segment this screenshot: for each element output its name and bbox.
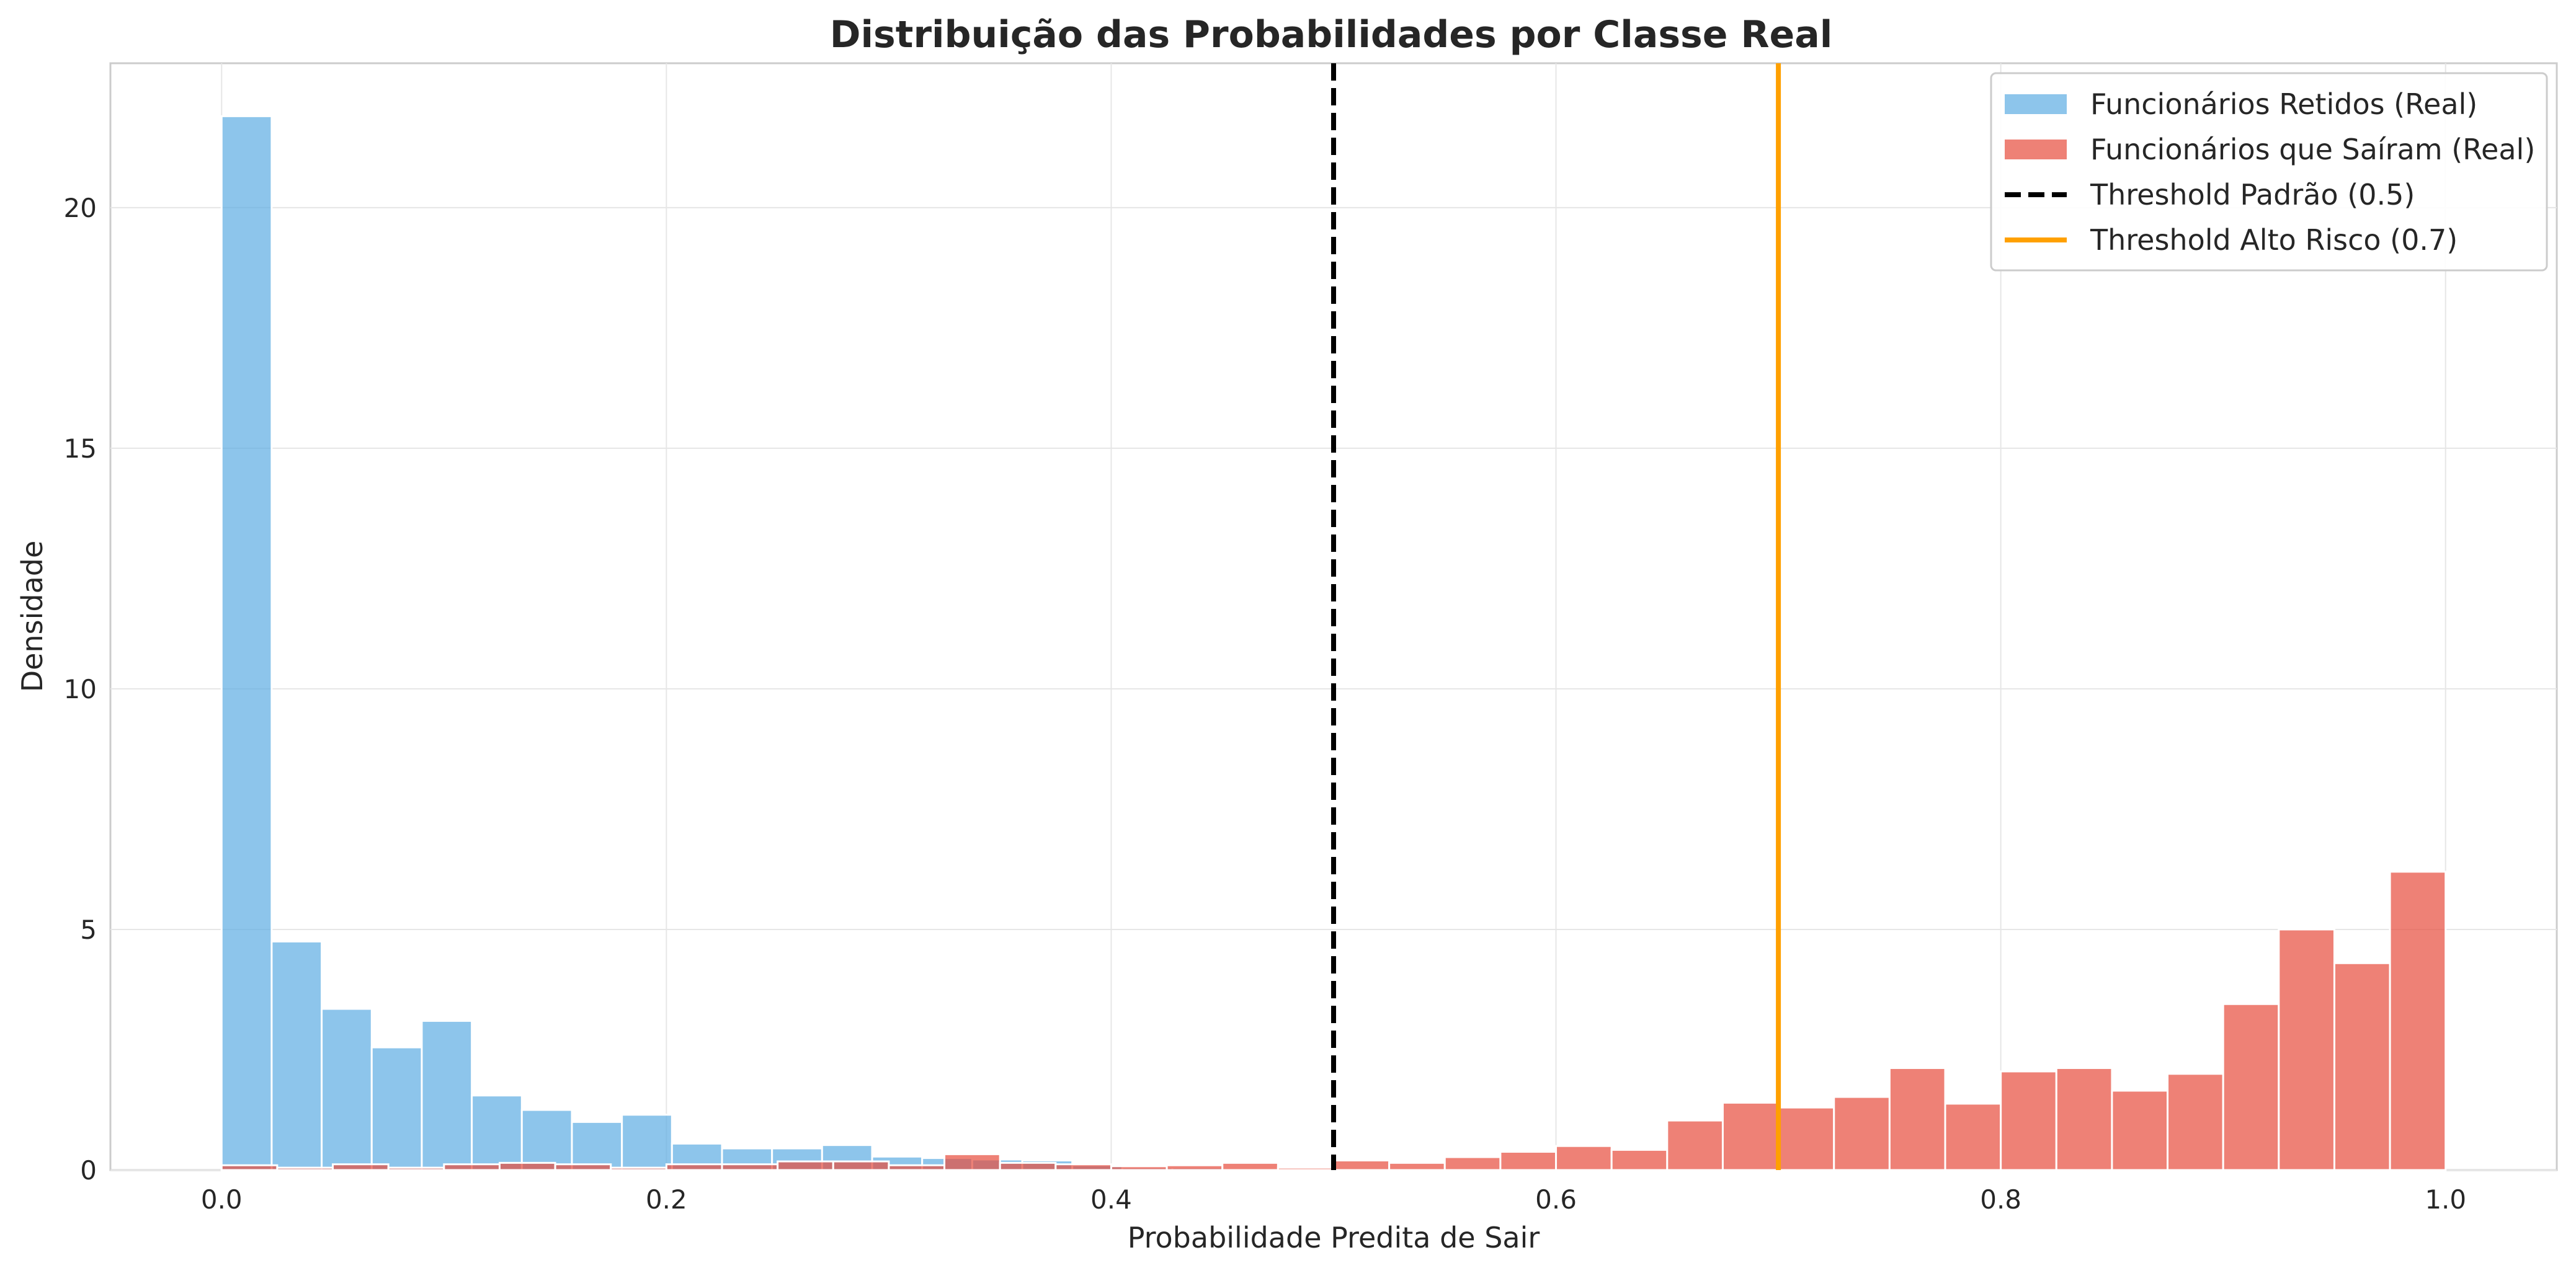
- histogram-bar: [621, 1114, 673, 1171]
- series-2-bars: [220, 871, 2447, 1171]
- legend-box: [1990, 72, 2548, 272]
- x-tick-label: 0.0: [201, 1184, 243, 1215]
- threshold-lines: [1331, 63, 1781, 1170]
- histogram-bar: [498, 1161, 556, 1171]
- histogram-bar: [1443, 1156, 1502, 1171]
- histogram-bar: [387, 1166, 445, 1171]
- histogram-bar: [1555, 1145, 1613, 1171]
- histogram-bar: [1388, 1161, 1446, 1171]
- histogram-bar: [2222, 1003, 2280, 1171]
- y-tick-label: 0: [80, 1155, 97, 1186]
- y-tick-label: 5: [80, 915, 97, 945]
- histogram-bar: [1721, 1101, 1780, 1171]
- histogram-bar: [1332, 1159, 1391, 1171]
- y-tick-label: 20: [64, 193, 97, 223]
- histogram-bar: [370, 1046, 423, 1171]
- histogram-bar: [421, 1019, 473, 1171]
- histogram-bar: [777, 1160, 834, 1171]
- histogram-bar: [2111, 1089, 2169, 1171]
- histogram-bar: [1777, 1106, 1835, 1171]
- histogram-bar: [1499, 1151, 1558, 1171]
- legend-label: Threshold Alto Risco (0.7): [2090, 223, 2458, 257]
- histogram-bar: [520, 1109, 573, 1171]
- histogram-bar: [1054, 1163, 1112, 1171]
- histogram-bar: [443, 1163, 501, 1171]
- legend-swatch: [2005, 94, 2067, 114]
- x-tick-label: 0.6: [1535, 1184, 1577, 1215]
- histogram-bar: [2389, 871, 2447, 1171]
- legend-label: Funcionários Retidos (Real): [2090, 87, 2477, 121]
- histogram-bar: [2333, 962, 2391, 1171]
- y-axis-title: Densidade: [16, 541, 49, 693]
- histogram-bar: [999, 1161, 1057, 1171]
- histogram-bar: [1944, 1102, 2002, 1171]
- histogram-bar: [1666, 1119, 1724, 1171]
- y-tick-label: 10: [64, 674, 97, 704]
- histogram-bar: [1610, 1148, 1669, 1171]
- histogram-bar: [276, 1166, 334, 1171]
- histogram-bar: [321, 1008, 373, 1171]
- histogram-bar: [554, 1163, 612, 1171]
- histogram-bar: [332, 1163, 390, 1171]
- histogram-bars: [220, 115, 2447, 1171]
- histogram-bar: [1277, 1166, 1335, 1171]
- histogram-bar: [665, 1163, 723, 1171]
- histogram-bar: [471, 1094, 523, 1171]
- x-tick-label: 0.8: [1980, 1184, 2021, 1215]
- histogram-bar: [610, 1166, 667, 1171]
- x-axis-title: Probabilidade Predita de Sair: [1128, 1221, 1540, 1254]
- histogram-bar: [2000, 1070, 2057, 1171]
- histogram-bar: [943, 1153, 1001, 1171]
- histogram-bar: [2055, 1067, 2113, 1171]
- histogram-bar: [1165, 1164, 1224, 1171]
- histogram-bar: [1833, 1096, 1891, 1171]
- histogram-bar: [1221, 1161, 1279, 1171]
- histogram-bar: [2278, 928, 2335, 1171]
- histogram-bar: [2167, 1073, 2224, 1171]
- legend-label: Threshold Padrão (0.5): [2090, 178, 2415, 211]
- series-1-bars: [220, 115, 1224, 1171]
- histogram-bar: [888, 1164, 946, 1171]
- y-tick-label: 15: [64, 433, 97, 464]
- histogram-bar: [220, 1164, 279, 1171]
- histogram-bar: [571, 1120, 623, 1171]
- histogram-bar: [220, 115, 273, 1171]
- legend: Funcionários Retidos (Real) Funcionários …: [1990, 72, 2548, 272]
- histogram-bar: [1888, 1067, 1946, 1171]
- legend-label: Funcionários que Saíram (Real): [2090, 133, 2535, 166]
- x-tick-label: 1.0: [2425, 1184, 2466, 1215]
- legend-swatch: [2005, 140, 2067, 159]
- histogram-bar: [270, 940, 323, 1171]
- histogram-bar: [832, 1160, 890, 1171]
- axis-ticks: 0.0 0.2 0.4 0.6 0.8 1.0 0 5 10 15 20: [64, 193, 2467, 1215]
- histogram-bar: [1110, 1165, 1168, 1171]
- histogram-bar: [721, 1163, 779, 1171]
- x-tick-label: 0.4: [1090, 1184, 1132, 1215]
- x-tick-label: 0.2: [646, 1184, 687, 1215]
- chart-title: Distribuição das Probabilidades por Clas…: [830, 13, 1833, 56]
